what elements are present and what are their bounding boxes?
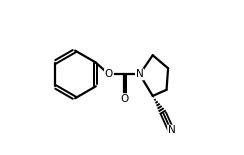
Text: N: N [168, 126, 176, 135]
Text: O: O [105, 69, 113, 79]
Text: N: N [136, 69, 143, 79]
Text: O: O [120, 94, 128, 104]
